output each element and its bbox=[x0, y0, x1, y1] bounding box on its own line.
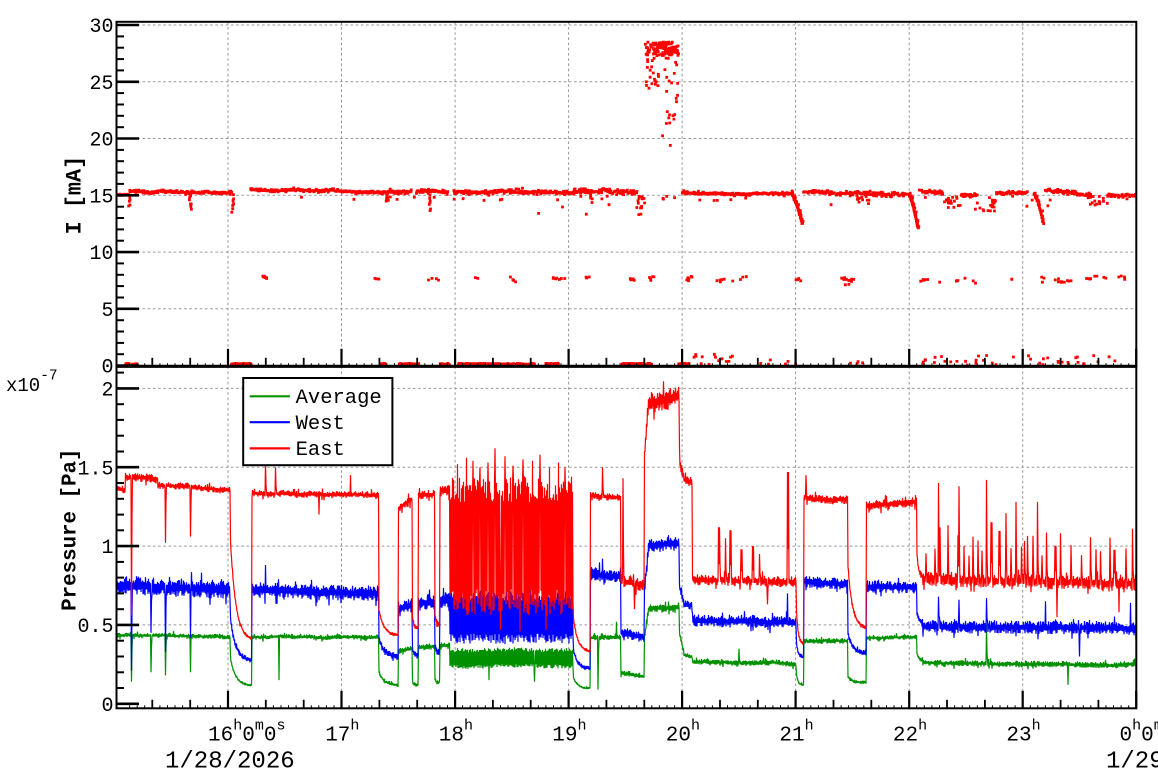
svg-text:1/28/2026: 1/28/2026 bbox=[165, 749, 295, 776]
svg-text:25: 25 bbox=[89, 73, 113, 96]
svg-text:0.5: 0.5 bbox=[77, 616, 113, 639]
svg-text:Average: Average bbox=[296, 387, 382, 410]
svg-text:1: 1 bbox=[101, 537, 113, 560]
svg-text:2: 2 bbox=[101, 380, 113, 403]
svg-text:15: 15 bbox=[89, 186, 113, 209]
svg-text:West: West bbox=[296, 413, 345, 436]
svg-text:10: 10 bbox=[89, 243, 113, 266]
svg-text:1/29: 1/29 bbox=[1106, 749, 1158, 776]
svg-text:0: 0 bbox=[101, 695, 113, 718]
svg-text:I [mA]: I [mA] bbox=[63, 156, 88, 234]
svg-text:East: East bbox=[296, 439, 345, 462]
svg-text:20: 20 bbox=[89, 130, 113, 153]
svg-text:Pressure [Pa]: Pressure [Pa] bbox=[60, 449, 83, 611]
svg-text:5: 5 bbox=[101, 300, 113, 323]
svg-text:0: 0 bbox=[101, 357, 113, 380]
svg-text:30: 30 bbox=[89, 16, 113, 39]
svg-text:1.5: 1.5 bbox=[77, 458, 113, 481]
